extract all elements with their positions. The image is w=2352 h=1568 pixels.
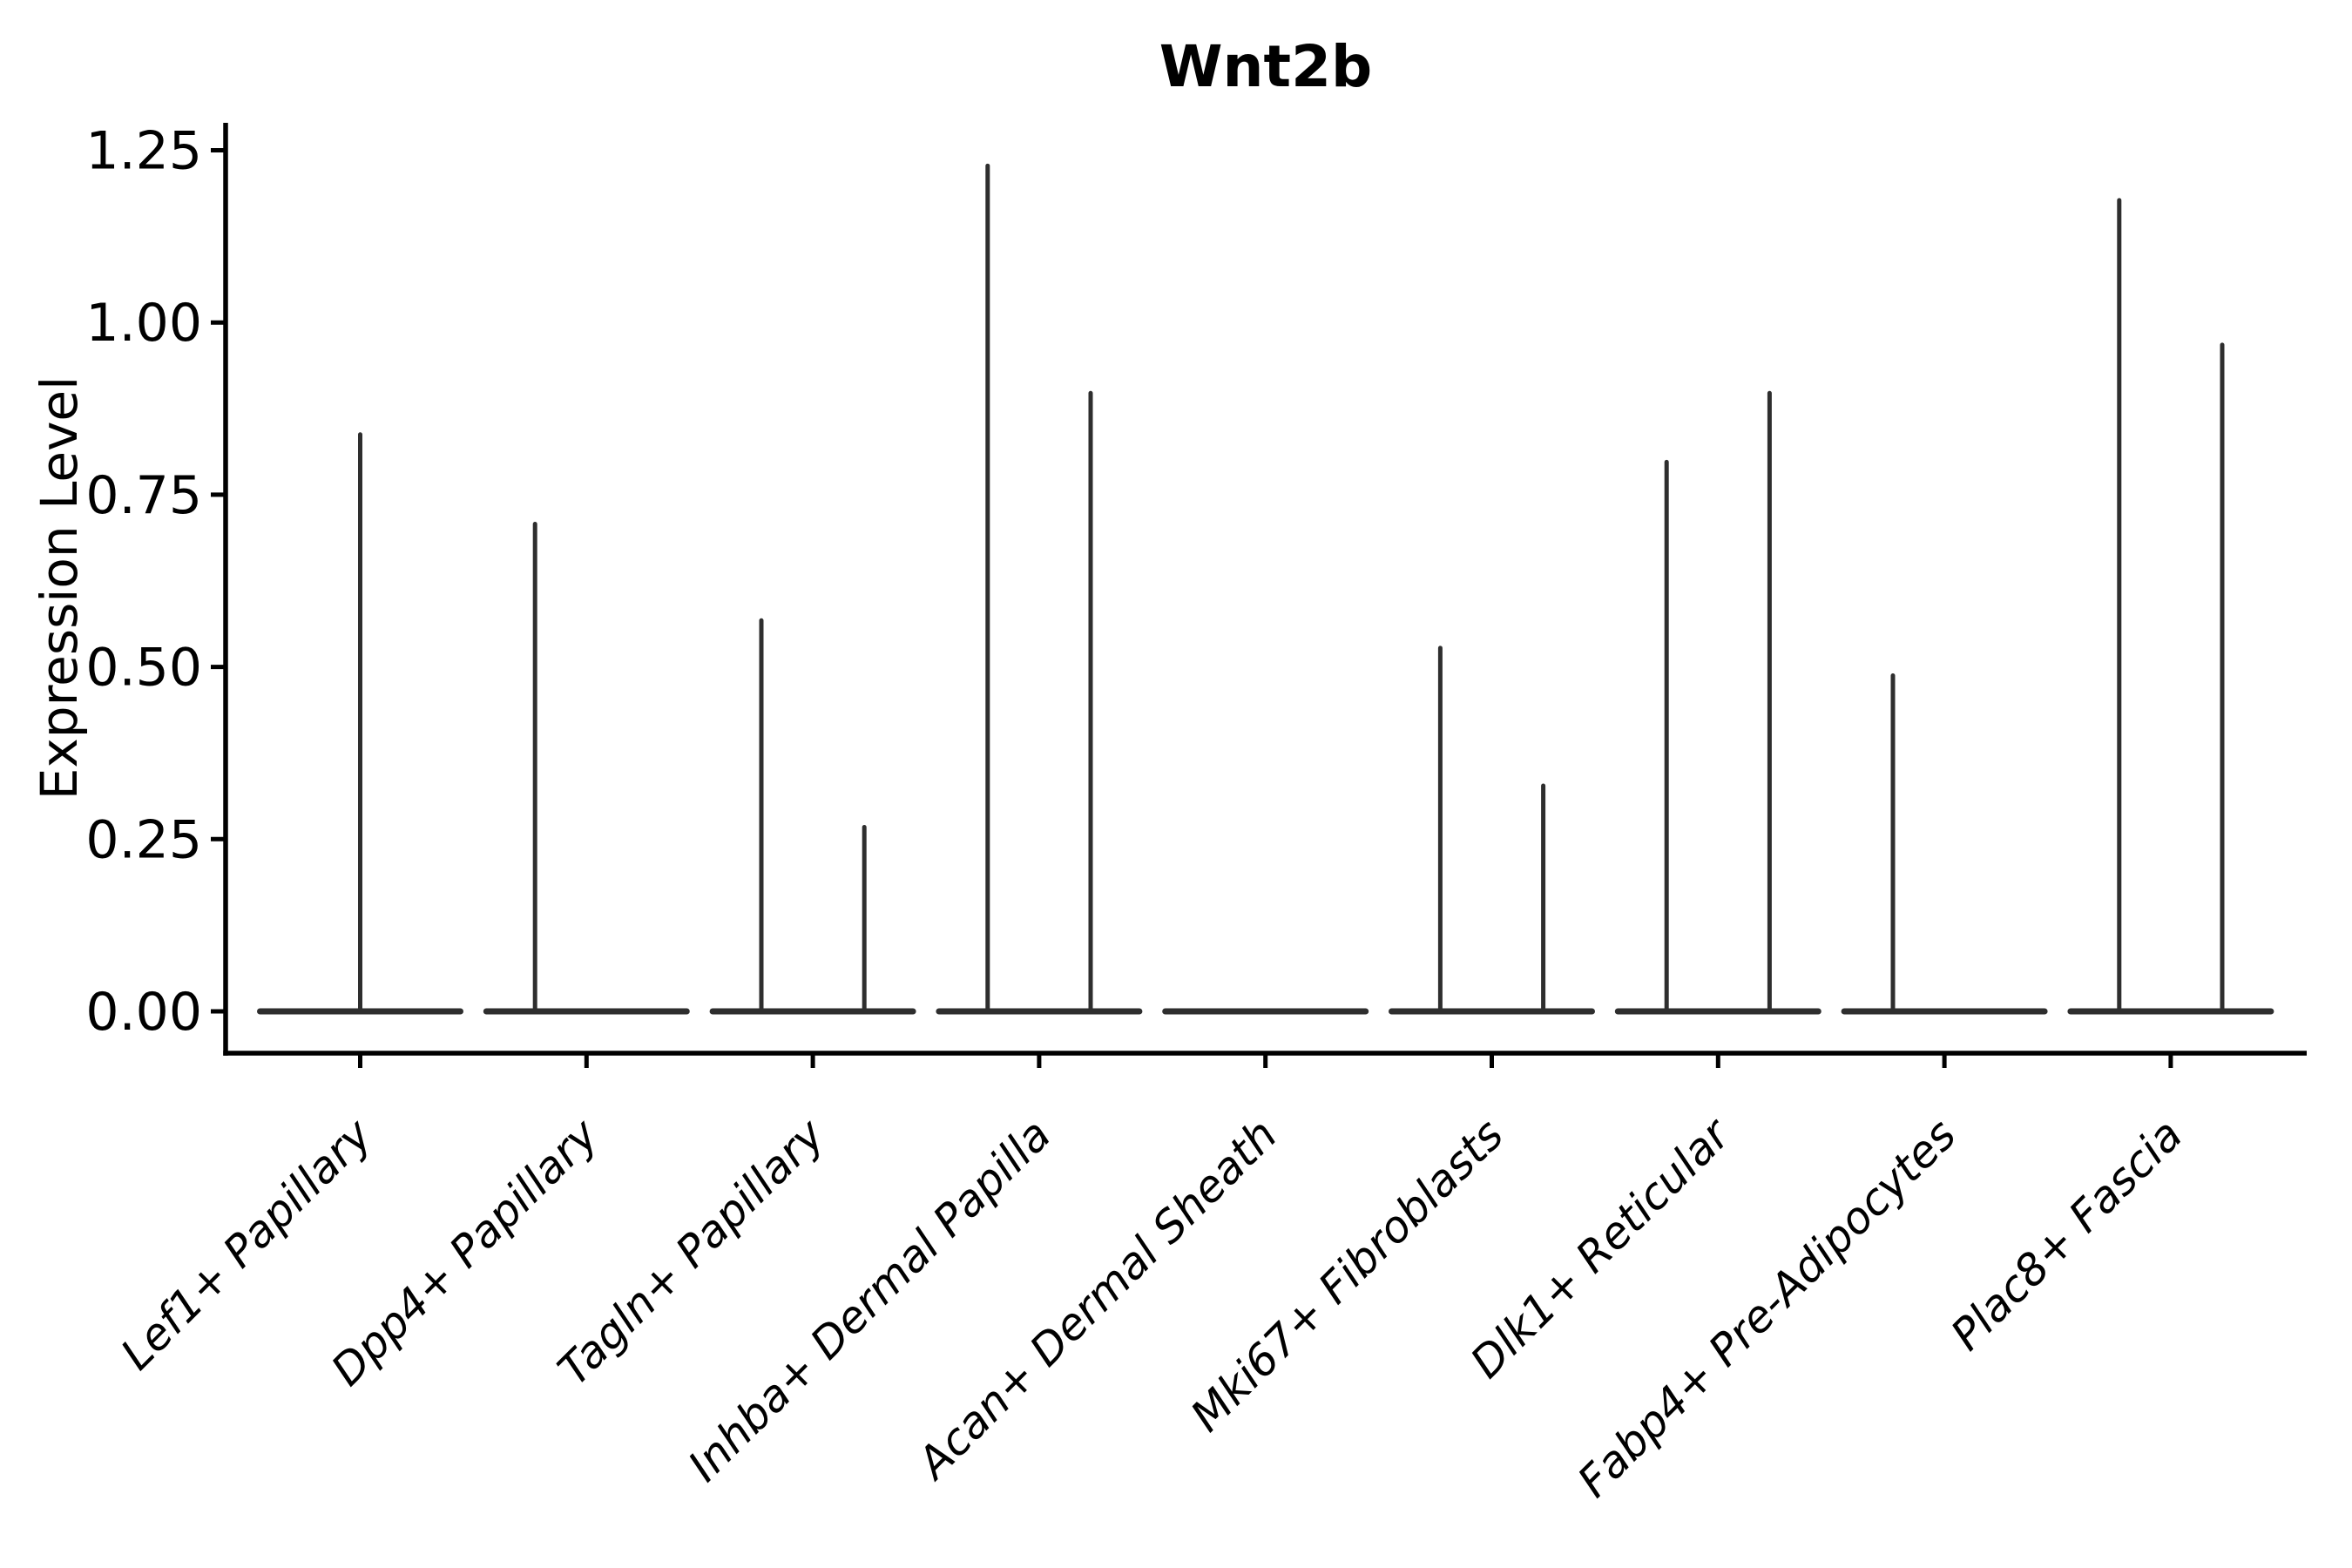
y-tick-label: 0.50 — [85, 638, 202, 699]
y-tick-label: 0.25 — [85, 809, 202, 870]
x-tick-label: Inhba+ Dermal Papilla — [679, 1109, 1060, 1490]
y-tick-label: 1.25 — [85, 121, 202, 182]
x-tick-label: Acan+ Dermal Sheath — [906, 1109, 1287, 1490]
x-tick-label: Fabp4+ Pre-Adipocytes — [1568, 1109, 1966, 1507]
y-tick-label: 0.00 — [85, 982, 202, 1043]
y-tick-label: 0.75 — [85, 465, 202, 526]
y-tick-label: 1.00 — [85, 293, 202, 354]
y-axis-label: Expression Level — [30, 376, 89, 800]
x-tick-label: Plac8+ Fascia — [1941, 1109, 2192, 1360]
chart-title: Wnt2b — [1159, 33, 1373, 100]
